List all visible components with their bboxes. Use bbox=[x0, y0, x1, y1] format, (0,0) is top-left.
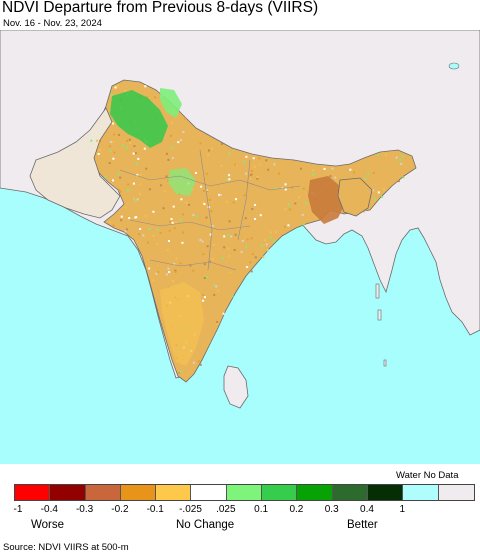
state-borders bbox=[119, 149, 301, 271]
legend-swatch bbox=[85, 485, 121, 500]
legend-tick-label: -0.1 bbox=[146, 504, 164, 515]
worse-label: Worse bbox=[31, 519, 65, 531]
legend-swatch bbox=[262, 485, 298, 500]
legend-tick-label: -0.2 bbox=[111, 504, 129, 515]
better-label: Better bbox=[347, 519, 378, 531]
map-title: NDVI Departure from Previous 8-days (VII… bbox=[2, 0, 319, 16]
green-patch-punjab bbox=[110, 90, 168, 148]
legend-swatch bbox=[50, 485, 86, 500]
legend-swatch bbox=[120, 485, 157, 500]
legend-swatch bbox=[367, 485, 404, 500]
legend-tick-label: -0.4 bbox=[40, 504, 58, 515]
source-footer: Source: NDVI VIIRS at 500-m bbox=[3, 542, 129, 553]
legend-tick-label: .025 bbox=[216, 504, 236, 515]
color-legend bbox=[14, 484, 475, 501]
legend-swatch bbox=[156, 485, 192, 500]
legend-tick-label: 1 bbox=[399, 504, 406, 515]
legend-tick-label: 0.3 bbox=[324, 504, 339, 515]
legend-swatch bbox=[15, 485, 51, 500]
legend-tick-labels: -1 -0.4 -0.3 -0.2 -0.1 -.025 .025 0.1 0.2 0.3 0.4 1 bbox=[0, 504, 480, 518]
pakistan-region bbox=[29, 107, 121, 219]
legend-tick-label: -.025 bbox=[179, 504, 202, 515]
legend-tick-label: 0.1 bbox=[254, 504, 269, 515]
bangladesh bbox=[337, 177, 373, 217]
legend-swatch bbox=[332, 485, 368, 500]
ndvi-map bbox=[0, 30, 480, 464]
no-change-label: No Change bbox=[176, 519, 235, 531]
light-patch-south bbox=[160, 282, 204, 366]
legend-swatch bbox=[191, 485, 227, 500]
legend-tick-label: -0.3 bbox=[75, 504, 94, 515]
andaman-islands bbox=[375, 283, 387, 367]
legend-swatch bbox=[403, 485, 439, 500]
date-range: Nov. 16 - Nov. 23, 2024 bbox=[3, 18, 102, 29]
legend-swatch bbox=[438, 485, 474, 500]
green-patch-central bbox=[168, 168, 196, 196]
water-nodata-label: Water No Data bbox=[396, 470, 459, 481]
legend-tick-label: 0.2 bbox=[289, 504, 304, 515]
tibet-lake bbox=[448, 62, 460, 70]
legend-swatch bbox=[297, 485, 333, 500]
legend-swatch bbox=[226, 485, 263, 500]
green-patch-kashmir bbox=[160, 88, 182, 118]
worse-patch-bengal bbox=[308, 176, 346, 224]
legend-tick-label: 0.4 bbox=[360, 504, 374, 515]
sri-lanka bbox=[223, 365, 249, 409]
legend-tick-label: -1 bbox=[13, 504, 23, 515]
